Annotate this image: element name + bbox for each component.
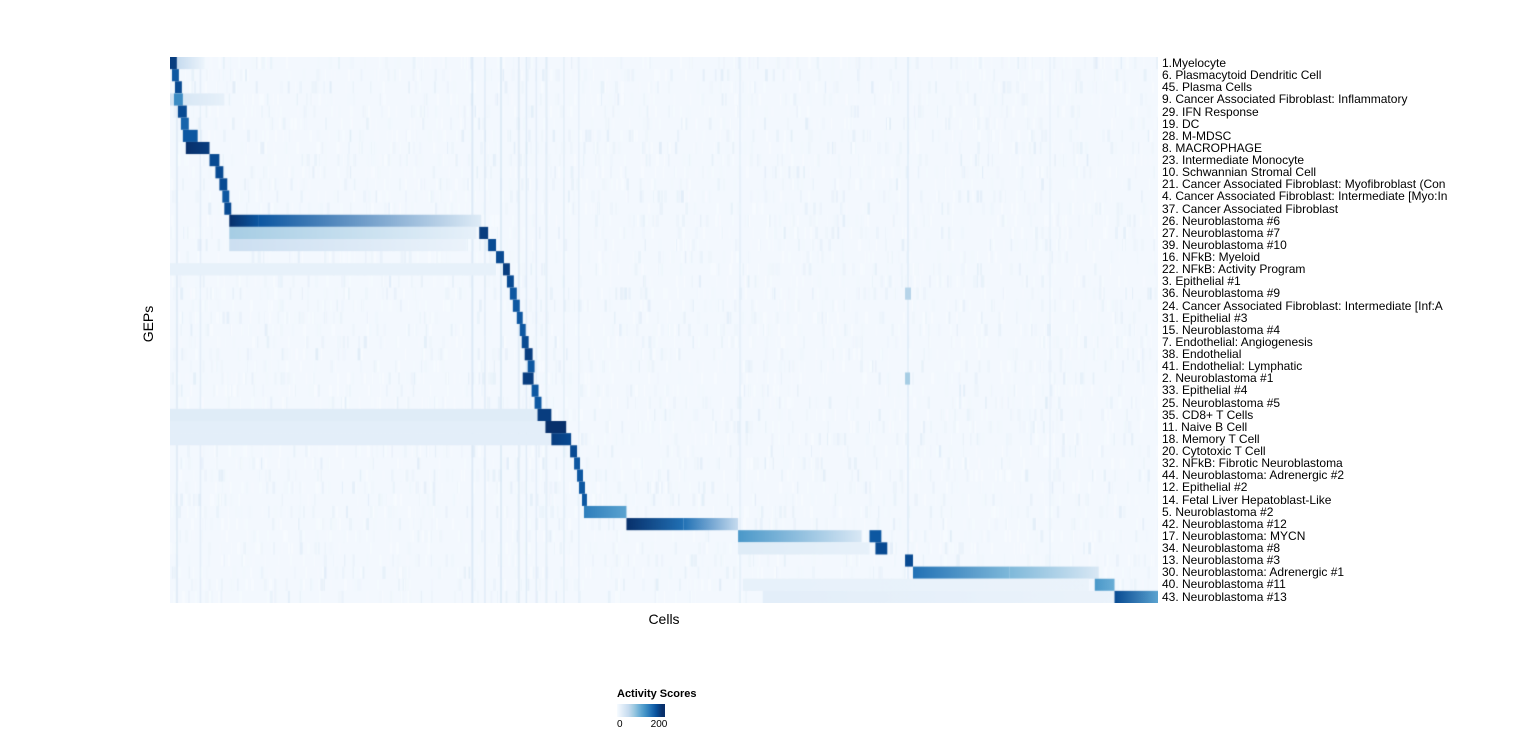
row-label: 2. Neuroblastoma #1 [1162,371,1274,386]
row-label: 35. CD8+ T Cells [1162,407,1254,422]
row-label: 18. Memory T Cell [1162,431,1260,446]
row-label: 15. Neuroblastoma #4 [1162,322,1281,337]
y-axis-label: GEPs [140,305,156,343]
row-label: 39. Neuroblastoma #10 [1162,237,1287,252]
legend-tick-min: 0 [617,719,623,730]
legend-tick-max: 200 [650,719,668,730]
row-label: 14. Fetal Liver Hepatoblast-Like [1162,492,1332,507]
row-labels: 1.Myelocyte 6. Plasmacytoid Dendritic Cel… [1162,57,1540,603]
row-label: 38. Endothelial [1162,347,1242,361]
activity-scores-legend: Activity Scores 0 200 [617,688,727,733]
row-label: 3. Epithelial #1 [1162,274,1241,289]
row-label: 7. Endothelial: Angiogenesis [1162,334,1313,349]
row-label: 25. Neuroblastoma #5 [1162,395,1281,410]
row-label: 27. Neuroblastoma #7 [1162,225,1281,240]
row-label: 16. NFkB: Myeloid [1162,250,1261,264]
row-label: 20. Cytotoxic T Cell [1162,444,1266,458]
row-label: 28. M-MDSC [1162,128,1232,143]
row-label: 5. Neuroblastoma #2 [1162,504,1274,519]
row-label: 12. Epithelial #2 [1162,480,1248,495]
heatmap-canvas [170,57,1158,603]
row-label: 37. Cancer Associated Fibroblast [1162,201,1339,216]
row-label: 1.Myelocyte [1162,56,1227,70]
row-label: 42. Neuroblastoma #12 [1162,516,1287,531]
row-label: 31. Epithelial #3 [1162,310,1248,325]
row-label: 29. IFN Response [1162,104,1259,119]
row-label: 9. Cancer Associated Fibroblast: Inflamm… [1162,92,1408,107]
row-label: 43. Neuroblastoma #13 [1162,589,1287,604]
legend-title: Activity Scores [617,688,697,700]
row-label: 45. Plasma Cells [1162,80,1253,95]
row-label: 10. Schwannian Stromal Cell [1162,165,1317,180]
row-label: 21. Cancer Associated Fibroblast: Myofib… [1162,177,1446,192]
row-label: 26. Neuroblastoma #6 [1162,213,1281,228]
row-label: 8. MACROPHAGE [1162,140,1263,155]
row-label: 32. NFkB: Fibrotic Neuroblastoma [1162,456,1343,471]
row-label: 11. Naive B Cell [1162,419,1248,434]
row-label: 23. Intermediate Monocyte [1162,153,1305,167]
row-label: 30. Neuroblastoma: Adrenergic #1 [1162,565,1345,580]
row-label: 33. Epithelial #4 [1162,383,1248,398]
row-label: 17. Neuroblastoma: MYCN [1162,528,1306,543]
row-label: 4. Cancer Associated Fibroblast: Interme… [1162,189,1448,204]
row-label: 34. Neuroblastoma #8 [1162,541,1281,555]
legend-colorbar [617,704,665,717]
legend-ticks: 0 200 [617,719,668,733]
row-label: 6. Plasmacytoid Dendritic Cell [1162,68,1322,83]
row-label: 19. DC [1162,116,1200,131]
row-label: 24. Cancer Associated Fibroblast: Interm… [1162,298,1443,313]
row-label: 13. Neuroblastoma #3 [1162,553,1281,568]
row-label: 44. Neuroblastoma: Adrenergic #2 [1162,468,1345,483]
row-label: 40. Neuroblastoma #11 [1162,577,1286,592]
row-label: 36. Neuroblastoma #9 [1162,286,1281,301]
x-axis-label: Cells [648,611,680,627]
row-label: 41. Endothelial: Lymphatic [1162,359,1303,374]
row-label: 22. NFkB: Activity Program [1162,262,1306,277]
